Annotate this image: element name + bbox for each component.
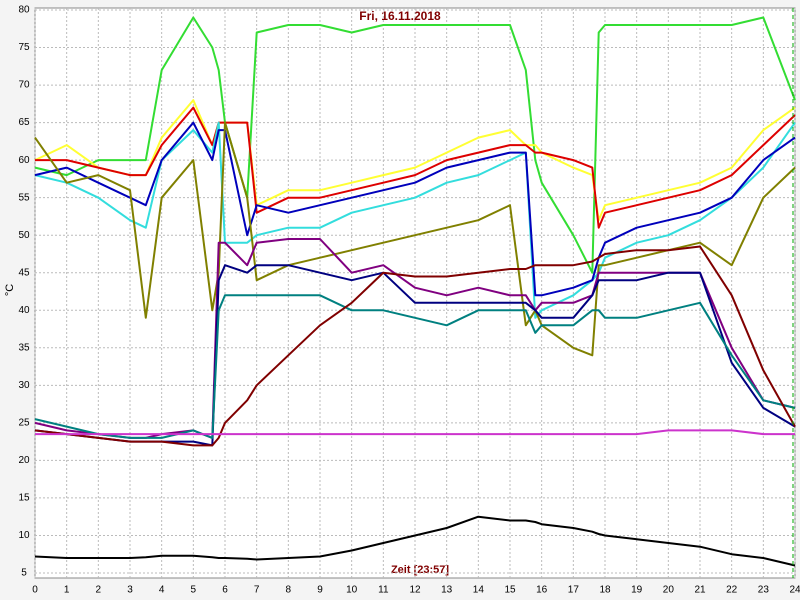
x-tick-label: 7	[254, 585, 260, 596]
x-tick-label: 19	[631, 585, 643, 596]
series-line	[34, 121, 796, 319]
x-tick-label: 23	[758, 585, 770, 596]
y-tick-label: 65	[18, 117, 30, 128]
series-line	[34, 121, 796, 357]
y-tick-label: 35	[18, 342, 30, 353]
x-tick-label: 1	[64, 585, 70, 596]
y-axis-label: °C	[4, 284, 16, 296]
x-tick-label: 21	[694, 585, 706, 596]
y-tick-label: 15	[18, 493, 30, 504]
series-line	[34, 264, 796, 447]
y-tick-label: 70	[18, 80, 30, 91]
x-tick-label: 15	[504, 585, 516, 596]
x-tick-label: 24	[789, 585, 800, 596]
x-tick-label: 4	[159, 585, 165, 596]
x-tick-label: 6	[222, 585, 228, 596]
x-tick-label: 9	[317, 585, 323, 596]
x-tick-label: 17	[568, 585, 580, 596]
y-tick-label: 40	[18, 305, 30, 316]
y-tick-label: 80	[18, 5, 30, 16]
y-tick-label: 5	[21, 568, 27, 579]
x-tick-label: 20	[663, 585, 675, 596]
y-tick-label: 10	[18, 530, 30, 541]
x-tick-label: 16	[536, 585, 548, 596]
x-tick-label: 11	[378, 585, 389, 596]
y-tick-label: 60	[18, 155, 30, 166]
y-tick-label: 50	[18, 230, 30, 241]
x-tick-label: 13	[441, 585, 453, 596]
x-tick-label: 22	[726, 585, 738, 596]
y-tick-label: 55	[18, 192, 30, 203]
x-tick-label: 3	[127, 585, 133, 596]
y-tick-label: 30	[18, 380, 30, 391]
series-line	[34, 238, 796, 439]
y-tick-label: 25	[18, 418, 30, 429]
x-tick-label: 14	[473, 585, 485, 596]
series-line	[34, 99, 796, 222]
x-axis-label: Zeit [23:57]	[391, 564, 449, 576]
x-tick-label: 2	[96, 585, 102, 596]
y-tick-label: 45	[18, 267, 30, 278]
y-tick-label: 75	[18, 42, 30, 53]
x-tick-label: 8	[286, 585, 292, 596]
chart-title: Fri, 16.11.2018	[359, 9, 441, 23]
x-tick-label: 10	[346, 585, 358, 596]
x-tick-label: 0	[32, 585, 38, 596]
x-tick-label: 18	[599, 585, 611, 596]
series-line	[34, 245, 796, 447]
x-tick-label: 12	[409, 585, 421, 596]
series-line	[34, 121, 796, 297]
series-line	[34, 294, 796, 439]
series-line	[35, 429, 795, 436]
y-tick-label: 20	[18, 455, 30, 466]
series-line	[35, 106, 796, 229]
series-line	[34, 16, 796, 274]
x-tick-label: 5	[191, 585, 197, 596]
series-line	[34, 515, 796, 567]
